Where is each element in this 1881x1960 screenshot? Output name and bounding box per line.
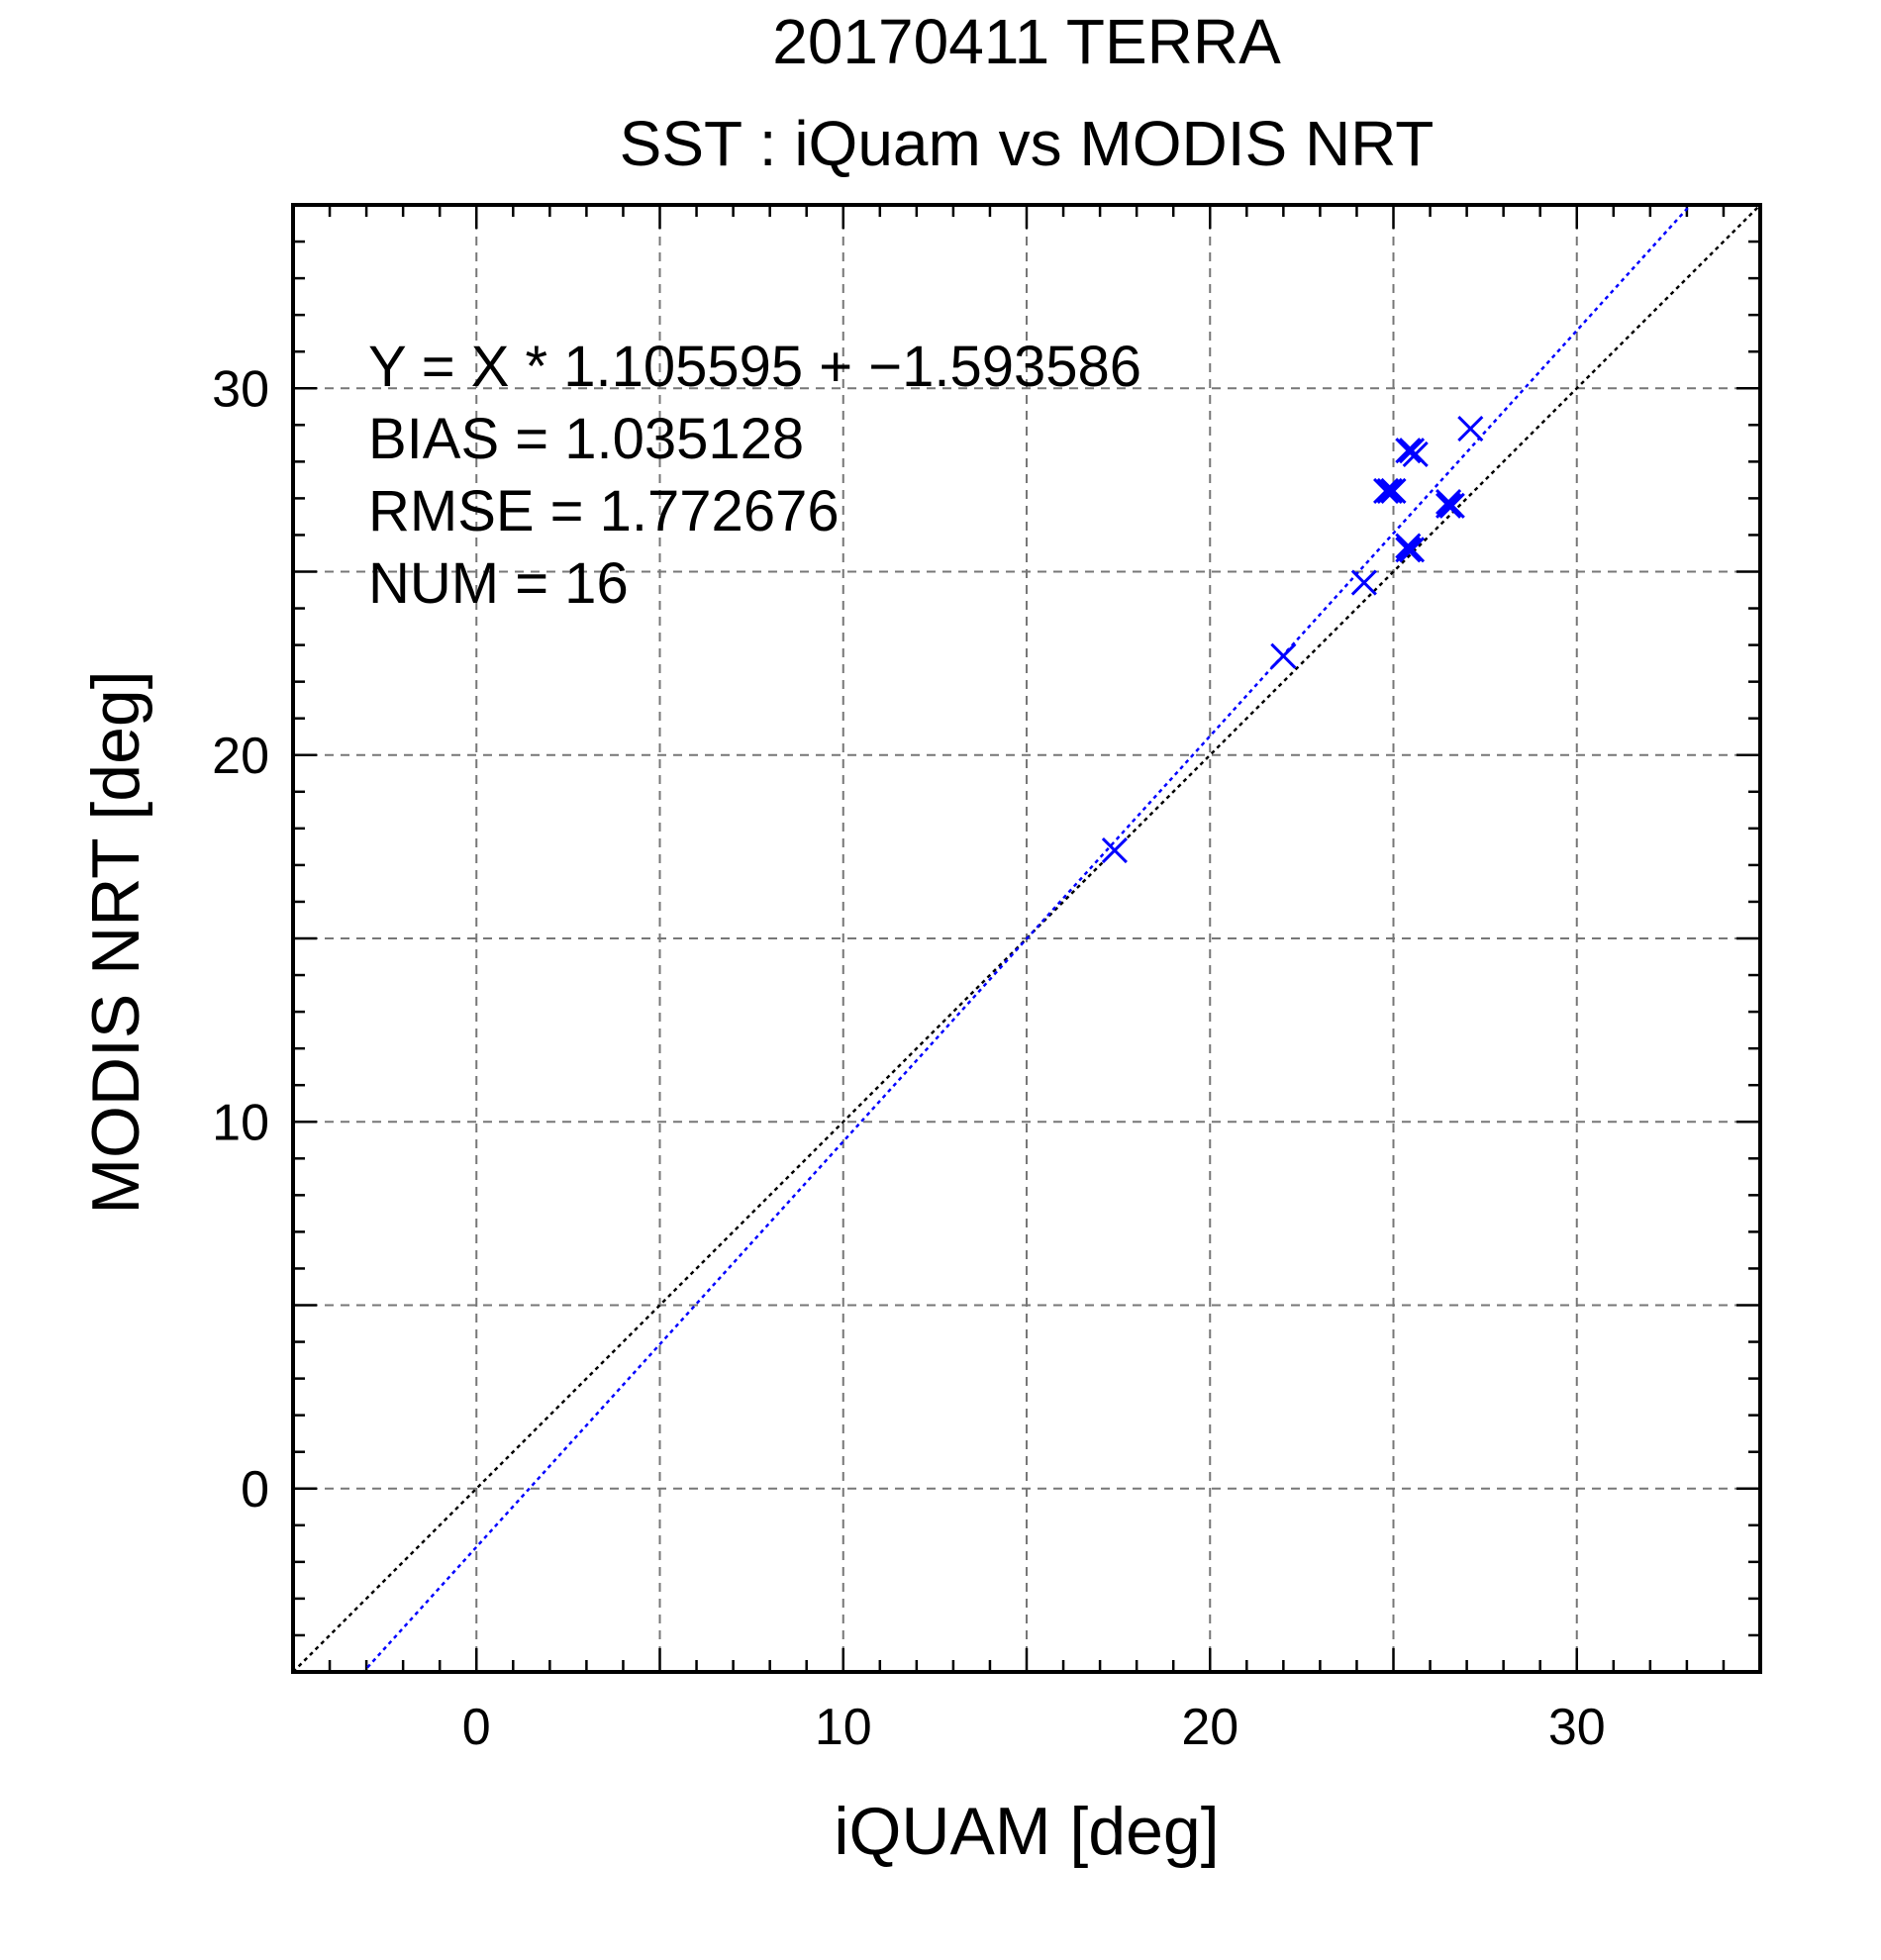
identity-line bbox=[293, 205, 1760, 1672]
data-point bbox=[1373, 477, 1400, 505]
data-point bbox=[1457, 415, 1484, 442]
data-point bbox=[1398, 537, 1426, 563]
y-tick-label: 20 bbox=[212, 728, 269, 785]
y-axis-label: MODIS NRT [deg] bbox=[78, 670, 153, 1214]
data-point bbox=[1101, 837, 1128, 864]
x-tick-label: 10 bbox=[815, 1699, 872, 1756]
grid-lines bbox=[293, 205, 1760, 1672]
data-point bbox=[1436, 489, 1462, 516]
stats-annotations: Y = X * 1.105595 + −1.593586 BIAS = 1.035… bbox=[368, 335, 1141, 616]
stats-line: Y = X * 1.105595 + −1.593586 bbox=[368, 335, 1141, 399]
reference-lines bbox=[293, 205, 1760, 1672]
data-point bbox=[1380, 477, 1407, 505]
stats-line: NUM = 16 bbox=[368, 551, 629, 616]
data-point bbox=[1395, 537, 1422, 563]
y-tick-label: 0 bbox=[241, 1461, 269, 1519]
data-point bbox=[1395, 438, 1422, 464]
data-points bbox=[1101, 415, 1484, 864]
y-tick-label: 30 bbox=[212, 360, 269, 418]
x-axis-label: iQUAM [deg] bbox=[834, 1794, 1219, 1869]
x-tick-label: 0 bbox=[462, 1699, 491, 1756]
x-tick-label: 20 bbox=[1181, 1699, 1238, 1756]
chart-title: 20170411 TERRA bbox=[772, 6, 1281, 77]
stats-line: RMSE = 1.772676 bbox=[368, 479, 840, 543]
fit-line bbox=[361, 205, 1693, 1672]
data-point bbox=[1376, 477, 1403, 505]
chart-subtitle: SST : iQuam vs MODIS NRT bbox=[620, 108, 1435, 179]
plot-frame bbox=[291, 203, 1762, 1674]
tick-labels: 0 0 10 10 20 20 30 30 bbox=[212, 360, 1606, 1756]
x-tick-label: 30 bbox=[1548, 1699, 1606, 1756]
stats-line: BIAS = 1.035128 bbox=[368, 407, 804, 471]
data-point bbox=[1270, 642, 1297, 669]
data-point bbox=[1350, 569, 1377, 596]
data-point bbox=[1436, 492, 1462, 519]
data-point bbox=[1402, 441, 1429, 468]
y-tick-label: 10 bbox=[212, 1094, 269, 1151]
